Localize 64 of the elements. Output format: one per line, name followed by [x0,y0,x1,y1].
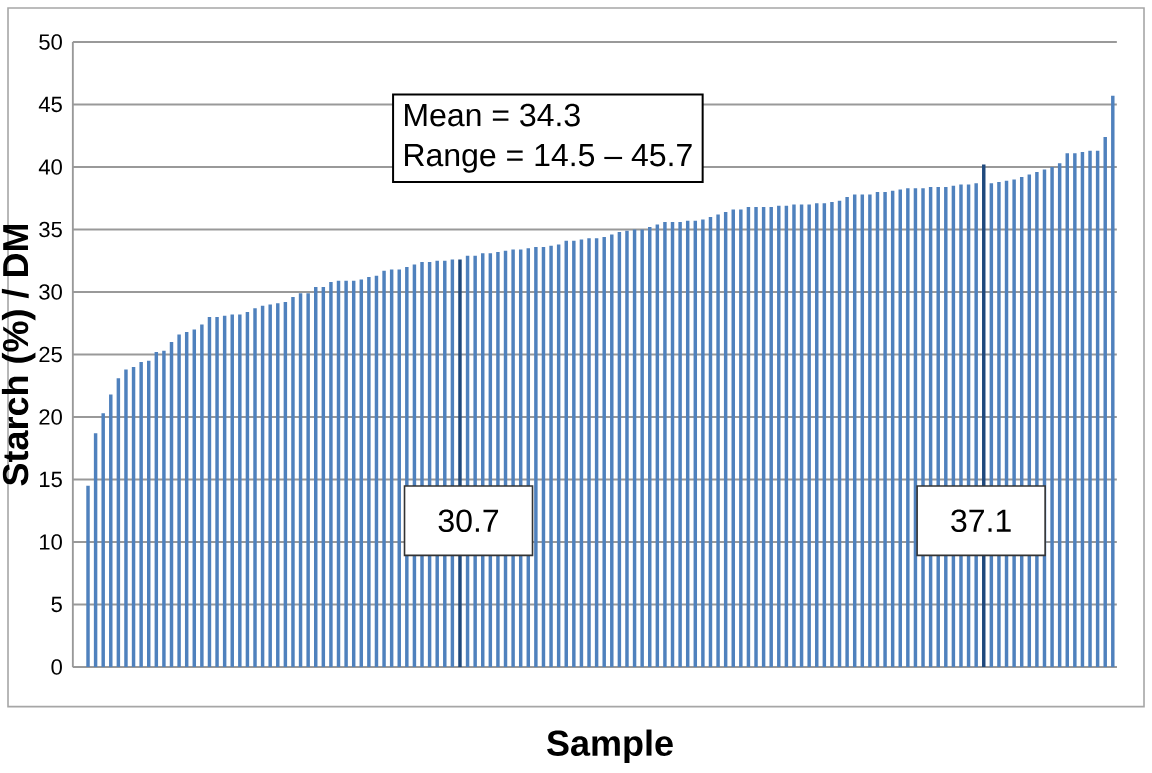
bar [625,230,629,667]
bar [906,188,910,667]
y-tick-label: 15 [40,471,62,488]
bar [1103,136,1107,667]
y-tick-label: 10 [40,534,62,550]
annotation: 37.1 [951,509,1011,533]
bar [382,270,386,667]
bar [200,324,204,667]
y-tick-label: 30 [39,284,62,300]
annotation: 30.7 [438,509,499,533]
bar [1050,166,1054,667]
bar [268,304,272,667]
y-tick-label: 5 [51,596,62,613]
bar [610,234,614,667]
bar [549,245,553,667]
bar [215,316,219,667]
annotation: Mean = 34.3 [405,103,580,127]
bar [101,413,105,667]
bar [572,240,576,667]
bar [177,334,181,667]
bar [830,201,834,667]
bar [1073,153,1077,667]
bar [640,229,644,667]
bar [792,204,796,667]
bar [587,238,591,667]
bar [1111,95,1115,667]
bar [291,296,295,667]
bar [253,308,257,667]
bar [678,221,682,667]
bar [777,205,781,667]
bar [276,303,280,667]
y-tick-label: 20 [39,409,62,425]
bar [367,276,371,667]
bar [754,206,758,667]
x-axis-title: Sample [547,729,673,764]
bar [807,204,811,667]
y-tick-label: 35 [39,221,62,238]
bar [344,280,348,667]
bar [701,219,705,667]
y-tick-label: 0 [51,659,62,675]
bar [162,350,166,667]
bar [868,194,872,667]
annotation: Range = 14.5 – 45.7 [405,144,692,173]
y-tick-label: 25 [39,346,62,363]
bar [139,361,143,667]
bar [329,281,333,667]
bar [602,236,606,667]
bar [739,209,743,667]
y-tick-label: 40 [38,159,62,175]
bar [716,214,720,667]
bar [663,221,667,667]
bar [109,394,113,667]
bar [306,293,310,667]
bar [845,196,849,667]
y-tick-label: 45 [38,96,62,113]
bar [769,206,773,667]
bar [86,485,90,667]
bar [124,369,128,667]
y-tick-label: 50 [39,34,62,50]
y-axis-title: Starch (%) / DM [1,224,36,486]
bar [534,246,538,667]
bar [1088,150,1092,667]
bar [883,191,887,667]
bar [238,314,242,667]
